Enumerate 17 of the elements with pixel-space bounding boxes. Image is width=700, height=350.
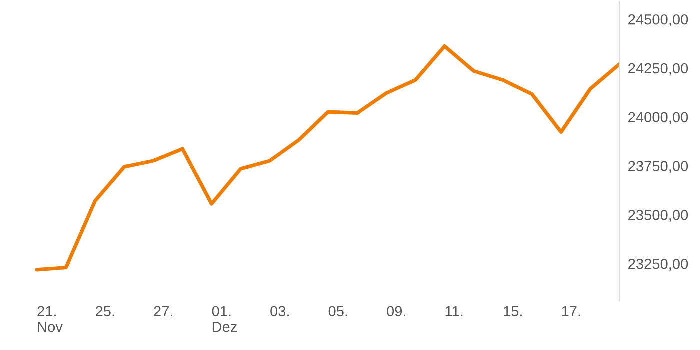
y-tick-label: 23250,00 [628,258,688,271]
x-tick-label: 27. [154,306,172,316]
x-tick-label: 11. [446,306,463,316]
y-tick-label: 24500,00 [628,14,688,27]
y-tick-label: 24000,00 [628,112,688,124]
x-tick-label: 21. Nov [38,306,63,332]
y-tick-label: 24250,00 [628,63,688,76]
x-tick-label: 25. [96,306,114,317]
y-tick-label: 23500,00 [628,210,688,222]
y-tick-label: 23750,00 [628,161,688,174]
x-tick-label: 01. Dez [212,306,237,332]
x-tick-label: 03. [270,306,289,317]
x-tick-label: 15. [504,306,522,317]
x-tick-label: 09. [387,306,406,317]
x-tick-label: 05. [328,306,348,317]
line-series [35,44,620,272]
x-tick-label: 17. [562,306,580,316]
